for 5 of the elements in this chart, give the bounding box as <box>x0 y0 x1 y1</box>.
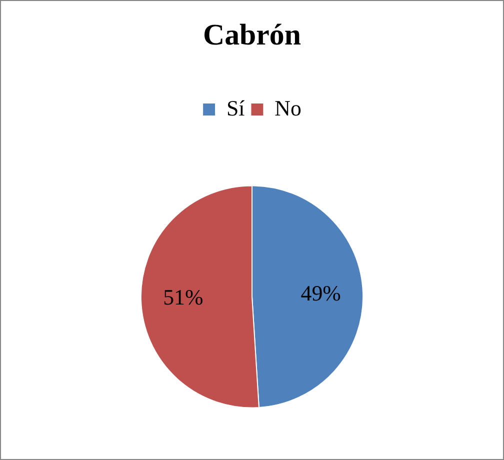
chart-title: Cabrón <box>203 18 302 52</box>
legend-label: Sí <box>226 95 245 120</box>
legend-label: No <box>274 95 302 120</box>
data-label: 49% <box>300 280 341 306</box>
data-label: 51% <box>163 284 204 310</box>
